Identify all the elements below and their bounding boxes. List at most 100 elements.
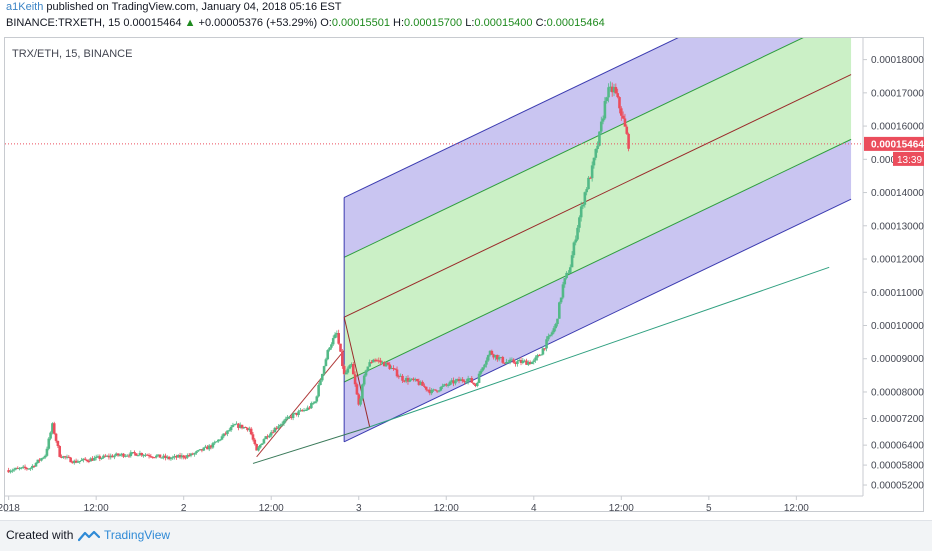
time-tick-label: 12:00 [784,503,809,514]
candle-body [52,423,56,434]
candle-body [568,267,572,273]
up-arrow-icon: ▲ [184,17,196,29]
candle-body [156,454,160,456]
candle-body [304,409,308,411]
candle-body [10,470,14,472]
candle-body [271,432,275,434]
candle-body [523,360,526,362]
time-tick-label: 12:00 [609,503,634,514]
candle-body [572,242,576,256]
close-label: C: [535,17,547,29]
candle-body [532,360,536,362]
candle-body [455,379,459,381]
price-axis[interactable]: 0.00018000 0.00017000 0.00016000 0.00015464… [863,55,924,492]
candle-body [38,459,41,461]
candle-body [543,348,547,350]
candle-body [32,465,36,467]
candle-body [563,278,567,285]
candle-body [162,455,165,458]
channel-upper-line [343,38,679,198]
candle-body [293,412,297,414]
candle-body [151,456,154,458]
candle-body [565,272,568,279]
candle-body [302,410,306,412]
candle-body [599,121,603,132]
candle-body [506,361,510,363]
candle-body [463,381,466,383]
candle-body [355,384,359,395]
candle-body [457,379,461,382]
candle-body [229,426,233,431]
tradingview-brand-link[interactable]: TradingView [104,528,171,542]
author-link[interactable]: a1Keith [6,1,44,13]
candle-body [359,398,362,405]
candle-body [89,458,92,462]
candle-body [618,97,621,109]
candle-body [251,434,255,440]
candle-body [82,458,85,461]
candle-body [193,453,196,455]
wedge-upper-line [256,350,345,458]
low-value: 0.00015400 [474,17,533,29]
price-tick-label: 0.00005200 [871,481,924,492]
channel-upper-inner-line [343,38,804,258]
candle-body [444,384,448,386]
candle-body [182,455,185,458]
candle-body [446,384,450,386]
candle-body [342,366,346,375]
candle-body [56,440,60,447]
candle-body [65,456,69,458]
candle-body [282,420,286,424]
candle-body [83,458,87,460]
candle-body [432,389,435,391]
candle-body [54,433,58,441]
candle-body [612,87,616,93]
countdown-label: 13:39 [897,155,922,166]
candle-body [362,375,366,385]
candle-body [512,359,516,363]
candle-body [98,456,102,459]
publish-info: a1Keith published on TradingView.com, Ja… [6,1,342,13]
price-tick-label: 0.00014000 [871,188,924,199]
candle-body [107,455,111,458]
candle-body [413,379,417,381]
candle-body [605,97,609,102]
candle-body [541,348,545,355]
candle-body [144,454,147,456]
countdown-badge [893,151,924,166]
candle-body [448,381,452,385]
candle-body [93,457,96,461]
candle-body [435,390,439,392]
candle-body [410,378,413,380]
candle-body [169,458,173,460]
candle-body [175,455,178,458]
candle-body [601,118,605,122]
candle-body [567,272,570,274]
candle-body [536,355,539,358]
candle-body [454,380,457,384]
time-axis[interactable]: 2018 12:00 2 12:00 3 12:00 4 12:00 5 12:00 [0,496,809,514]
candle-body [616,93,619,98]
candle-body [195,451,198,454]
time-tick-label: 2018 [0,503,20,514]
candle-body [21,466,25,468]
candle-body [131,452,134,454]
candle-body [578,217,581,228]
candle-body [186,455,189,458]
candle-body [12,469,16,471]
candle-body [295,412,299,415]
candle-body [534,357,537,361]
candle-body [158,454,162,458]
candle-body [548,334,552,337]
candle-body [122,453,125,457]
candle-body [322,366,326,374]
candle-body [206,446,209,450]
candle-body [328,347,331,351]
support-line-right [369,266,830,428]
candle-body [31,465,34,469]
candle-body [71,462,74,464]
candle-body [627,133,630,149]
candle-body [260,443,264,445]
candle-body [614,87,618,94]
